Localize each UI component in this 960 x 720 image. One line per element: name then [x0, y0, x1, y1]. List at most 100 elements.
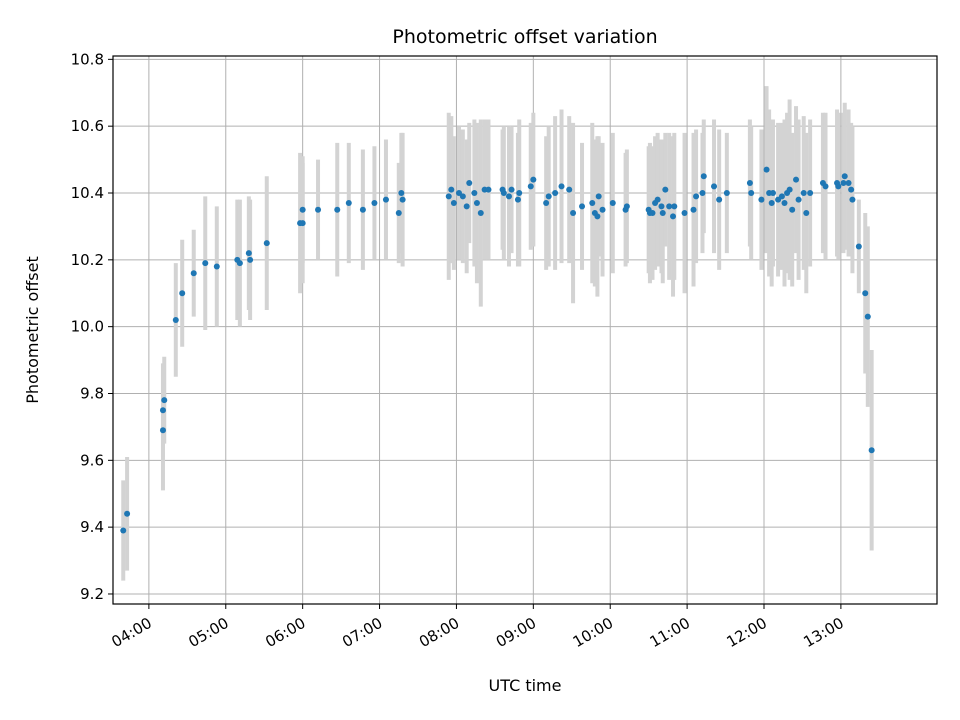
data-point	[485, 186, 492, 193]
x-tick-label: 09:00	[493, 614, 539, 651]
data-point	[159, 407, 166, 414]
y-axis-label: Photometric offset	[23, 256, 42, 404]
data-point	[530, 176, 537, 183]
y-tick-label: 10.4	[71, 184, 104, 202]
data-point	[545, 193, 552, 200]
data-point	[841, 173, 848, 180]
grid	[113, 56, 937, 604]
y-tick-label: 9.4	[80, 518, 104, 536]
data-point	[263, 240, 270, 247]
data-point	[835, 183, 842, 190]
data-point	[700, 173, 707, 180]
data-point	[552, 190, 559, 196]
y-axis-ticks: 9.2 9.4 9.6 9.8 10.0 10.2 10.4 10.6 10.8	[71, 50, 113, 603]
data-point	[723, 190, 730, 196]
data-point	[579, 203, 586, 210]
x-tick-label: 04:00	[108, 614, 154, 651]
data-point	[450, 200, 457, 207]
data-point	[748, 190, 755, 196]
y-tick-label: 10.6	[71, 117, 104, 135]
data-point	[566, 186, 573, 193]
data-point	[845, 179, 852, 186]
data-point	[855, 243, 862, 250]
data-point	[124, 510, 131, 517]
data-point	[247, 256, 254, 263]
data-point	[666, 203, 673, 210]
data-point	[595, 193, 602, 200]
error-bars	[121, 86, 874, 581]
x-tick-label: 13:00	[800, 614, 846, 651]
data-point	[299, 220, 306, 227]
data-point	[334, 206, 341, 213]
data-point	[505, 193, 512, 200]
data-point	[382, 196, 389, 203]
data-point	[471, 190, 478, 196]
data-point	[793, 176, 800, 183]
y-tick-label: 10.0	[71, 318, 104, 336]
data-point	[445, 193, 452, 200]
data-point	[699, 190, 706, 196]
data-point	[395, 210, 402, 217]
x-tick-label: 10:00	[570, 614, 616, 651]
y-tick-label: 10.8	[71, 50, 104, 68]
data-point	[662, 186, 669, 193]
data-point	[763, 166, 770, 173]
data-point	[359, 206, 366, 213]
data-point	[516, 190, 523, 196]
data-point	[649, 210, 656, 217]
data-point	[466, 179, 473, 186]
data-point	[848, 186, 855, 193]
chart-title: Photometric offset variation	[392, 26, 657, 48]
data-point	[807, 190, 814, 196]
data-point	[786, 186, 793, 193]
data-point	[681, 210, 688, 217]
y-tick-label: 10.2	[71, 251, 104, 269]
x-tick-label: 07:00	[339, 614, 385, 651]
data-point	[659, 210, 666, 217]
data-point	[594, 213, 601, 220]
data-point	[245, 250, 252, 257]
data-point	[459, 193, 466, 200]
data-point	[800, 190, 807, 196]
data-point	[658, 203, 665, 210]
y-tick-label: 9.8	[80, 384, 104, 402]
data-point	[778, 193, 785, 200]
y-tick-label: 9.6	[80, 451, 104, 469]
data-point	[768, 200, 775, 207]
data-point	[477, 210, 484, 217]
x-tick-label: 11:00	[647, 614, 693, 651]
data-point	[448, 186, 455, 193]
data-point	[623, 203, 630, 210]
data-point	[711, 183, 718, 190]
data-point	[589, 200, 596, 207]
data-point	[849, 196, 856, 203]
plot-frame	[112, 55, 938, 605]
data-point	[789, 206, 796, 213]
x-tick-label: 08:00	[416, 614, 462, 651]
data-point	[398, 190, 405, 196]
data-point	[716, 196, 723, 203]
data-point	[202, 260, 209, 267]
data-point	[781, 200, 788, 207]
data-point	[190, 270, 197, 277]
data-point	[599, 206, 606, 213]
data-point	[654, 196, 661, 203]
data-point	[527, 183, 534, 190]
data-point	[758, 196, 765, 203]
data-point	[473, 200, 480, 207]
data-point	[868, 447, 875, 454]
data-point	[345, 200, 352, 207]
data-point	[236, 260, 243, 267]
x-axis-label: UTC time	[489, 676, 562, 695]
x-axis-ticks: 04:00 05:00 06:00 07:00 08:00 09:00 10:00 11:00…	[108, 604, 847, 651]
x-tick-label: 05:00	[185, 614, 231, 651]
data-point	[862, 290, 869, 297]
data-point	[159, 427, 166, 434]
data-point	[161, 397, 168, 404]
data-point	[840, 179, 847, 186]
data-point	[179, 290, 186, 297]
data-point	[508, 186, 515, 193]
data-point	[670, 213, 677, 220]
data-point	[671, 203, 678, 210]
